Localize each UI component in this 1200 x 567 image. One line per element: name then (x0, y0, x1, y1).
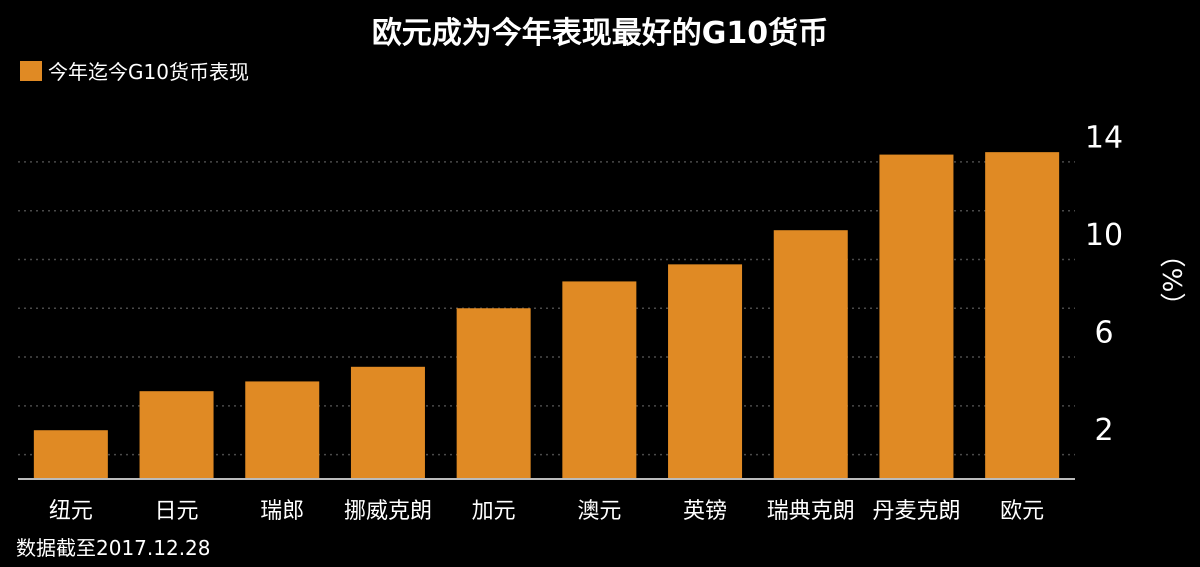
bar (350, 366, 425, 479)
bar (668, 264, 743, 479)
category-label: 欧元 (1000, 499, 1044, 524)
category-label: 加元 (472, 499, 516, 524)
y-tick-label: 2 (1094, 413, 1113, 448)
y-tick-label: 14 (1085, 121, 1123, 156)
bar (33, 430, 108, 479)
chart-title: 欧元成为今年表现最好的G10货币 (371, 16, 829, 51)
category-label: 丹麦克朗 (872, 499, 960, 524)
legend-label: 今年迄今G10货币表现 (48, 60, 249, 84)
category-label: 挪威克朗 (344, 499, 432, 524)
legend: 今年迄今G10货币表现 (20, 56, 249, 85)
legend-swatch (20, 60, 42, 81)
bar (245, 381, 320, 479)
category-label: 瑞典克朗 (767, 499, 855, 524)
bar (139, 391, 214, 479)
bars (33, 152, 1060, 480)
category-labels: 纽元 日元 瑞郎 挪威克朗 加元 澳元 英镑 瑞典克朗 丹麦克朗 欧元 (49, 499, 1044, 524)
category-label: 瑞郎 (260, 499, 304, 524)
y-tick-label: 10 (1085, 218, 1123, 253)
bar (879, 154, 954, 480)
bar (456, 308, 531, 479)
category-label: 英镑 (683, 499, 727, 524)
y-tick-labels: 2 6 10 14 (1085, 121, 1123, 449)
category-label: 日元 (155, 499, 199, 524)
bar (562, 281, 637, 479)
gridlines (18, 161, 1075, 456)
footnote: 数据截至2017.12.28 (16, 536, 211, 560)
bar (773, 230, 848, 479)
y-tick-label: 6 (1094, 316, 1113, 351)
bar (985, 152, 1060, 479)
category-label: 纽元 (49, 499, 93, 524)
category-label: 澳元 (577, 499, 621, 524)
y-axis-unit-label: （%） (1156, 242, 1186, 319)
